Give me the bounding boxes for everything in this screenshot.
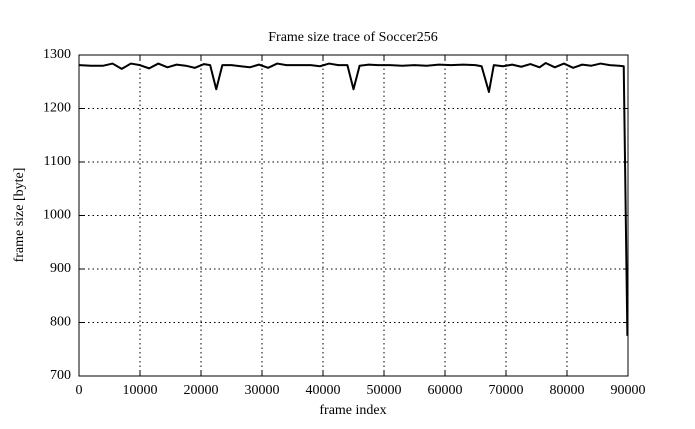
x-tick-label: 60000: [428, 383, 463, 398]
y-tick-label: 700: [50, 368, 71, 383]
x-axis-label: frame index: [319, 403, 386, 418]
y-tick-label: 900: [50, 261, 71, 276]
x-tick-label: 40000: [306, 383, 341, 398]
x-tick-label: 90000: [611, 383, 646, 398]
plot-frame: [78, 54, 629, 377]
x-tick-label: 0: [76, 383, 83, 398]
x-tick-label: 80000: [550, 383, 585, 398]
x-tick-label: 50000: [367, 383, 402, 398]
data-line: [78, 62, 629, 336]
y-tick-label: 800: [50, 315, 71, 330]
x-tick-label: 10000: [123, 383, 158, 398]
chart-title: Frame size trace of Soccer256: [268, 30, 437, 45]
x-tick-label: 30000: [245, 383, 280, 398]
y-axis-label: frame size [byte]: [12, 168, 27, 263]
x-tick-label: 70000: [489, 383, 524, 398]
y-tick-label: 1300: [43, 47, 71, 62]
x-tick-label: 20000: [184, 383, 219, 398]
y-tick-label: 1000: [43, 208, 71, 223]
y-tick-label: 1100: [44, 154, 71, 169]
y-tick-label: 1200: [43, 101, 71, 116]
